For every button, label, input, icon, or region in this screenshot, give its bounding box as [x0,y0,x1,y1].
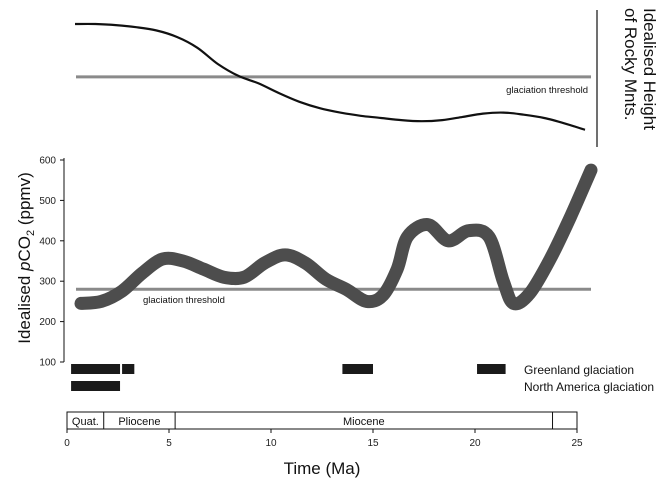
greenland-glaciation-bar [122,364,135,374]
co2-y-tick-label: 600 [39,156,56,167]
co2-panel: 100 200 300 400 500 600 Idealised pCO2 (ppmv)… [15,156,598,369]
x-tick-label: 20 [469,438,481,449]
co2-y-tick-label: 100 [39,358,56,369]
co2-threshold-label: glaciation threshold [143,295,225,306]
co2-series-line [74,163,598,311]
glaciation-bars [71,364,506,391]
legend-greenland-label: Greenland glaciation [524,363,634,377]
epoch-label: Quat. [72,416,99,428]
timescale: Quat. Pliocene Miocene 0 5 10 15 20 25 Time (Ma… [64,411,583,478]
greenland-glaciation-bar [342,364,373,374]
x-tick-label: 25 [571,438,583,449]
legend-north-america-label: North America glaciation [524,380,654,394]
co2-y-tick-label: 500 [39,196,56,207]
co2-y-tick-label: 400 [39,236,56,247]
timescale-box [66,411,578,430]
greenland-glaciation-bar [71,364,121,374]
x-tick-label: 15 [367,438,379,449]
x-axis-title: Time (Ma) [284,459,361,478]
co2-ylabel: Idealised pCO2 (ppmv) [15,172,37,344]
height-ylabel-line-2: of Rocky Mnts. [621,8,640,120]
co2-y-tick-label: 200 [39,317,56,328]
greenland-glaciation-bar [477,364,506,374]
height-threshold-label: glaciation threshold [506,85,588,96]
epoch-label: Miocene [343,416,385,428]
north-america-glaciation-bar [71,381,121,391]
height-panel: glaciation threshold Idealised Height of… [74,8,659,147]
height-series-line [74,22,586,131]
x-tick-label: 5 [166,438,172,449]
x-tick-label: 10 [265,438,277,449]
epoch-label: Pliocene [118,416,160,428]
co2-y-axis: 100 200 300 400 500 600 [39,156,65,369]
x-tick-label: 0 [64,438,70,449]
height-ylabel-line-1: Idealised Height [640,8,659,130]
co2-y-tick-label: 300 [39,277,56,288]
